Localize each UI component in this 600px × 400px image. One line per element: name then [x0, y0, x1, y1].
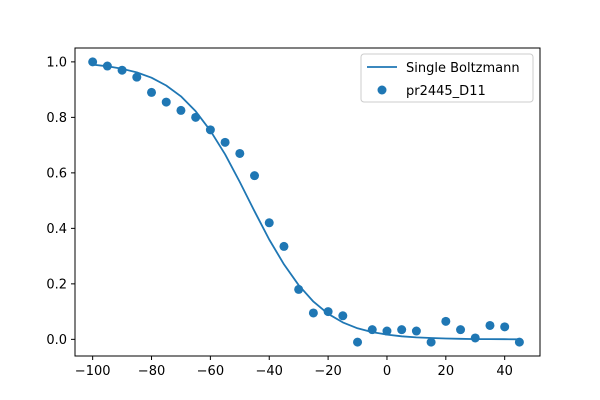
data-point	[353, 337, 363, 347]
data-point	[161, 97, 171, 107]
data-point	[279, 241, 289, 251]
data-point	[176, 105, 186, 115]
x-tick-label: 20	[438, 364, 455, 379]
y-tick-label: 0.0	[46, 333, 67, 348]
x-tick-label: −100	[75, 364, 111, 379]
data-point	[264, 218, 274, 228]
x-tick-label: 40	[496, 364, 513, 379]
legend: Single Boltzmann pr2445_D11	[360, 53, 534, 103]
data-point	[500, 322, 510, 332]
y-tick-label: 1.0	[46, 55, 67, 70]
data-point	[514, 337, 524, 347]
x-tick-label: −20	[314, 364, 341, 379]
x-tick-label: −60	[197, 364, 224, 379]
y-axis-ticks: 0.0 0.2 0.4 0.6 0.8 1.0	[46, 55, 75, 348]
data-point	[102, 61, 112, 71]
data-point	[485, 320, 495, 330]
data-point	[367, 325, 377, 335]
series-line-single-boltzmann	[92, 63, 520, 341]
axes-frame	[74, 47, 541, 357]
x-tick-label: −80	[138, 364, 165, 379]
data-point	[235, 148, 245, 158]
data-point	[397, 325, 407, 335]
data-point	[294, 284, 304, 294]
data-point	[338, 311, 348, 321]
data-point	[470, 333, 480, 343]
y-tick-label: 0.4	[46, 222, 67, 237]
data-point	[308, 308, 318, 318]
y-tick-label: 0.2	[46, 277, 67, 292]
data-point	[250, 171, 260, 181]
x-tick-label: 0	[383, 364, 391, 379]
legend-label-scatter: pr2445_D11	[406, 84, 486, 99]
x-axis-ticks: −100 −80 −60 −40 −20 0 20 40	[75, 356, 513, 379]
legend-label-line: Single Boltzmann	[406, 61, 520, 76]
data-point	[88, 57, 98, 67]
legend-box	[360, 53, 534, 103]
data-point	[426, 337, 436, 347]
data-point	[456, 325, 466, 335]
legend-marker-swatch	[377, 85, 387, 95]
plot-area	[88, 57, 524, 347]
data-point	[147, 87, 157, 97]
x-tick-label: −40	[256, 364, 283, 379]
data-point	[441, 316, 451, 326]
y-tick-label: 0.8	[46, 111, 67, 126]
data-point	[220, 137, 230, 147]
data-point	[117, 65, 127, 75]
data-point	[205, 125, 215, 135]
y-tick-label: 0.6	[46, 166, 67, 181]
data-point	[191, 112, 201, 122]
data-point	[411, 326, 421, 336]
data-point	[132, 72, 142, 82]
data-point	[323, 307, 333, 317]
data-point	[382, 326, 392, 336]
